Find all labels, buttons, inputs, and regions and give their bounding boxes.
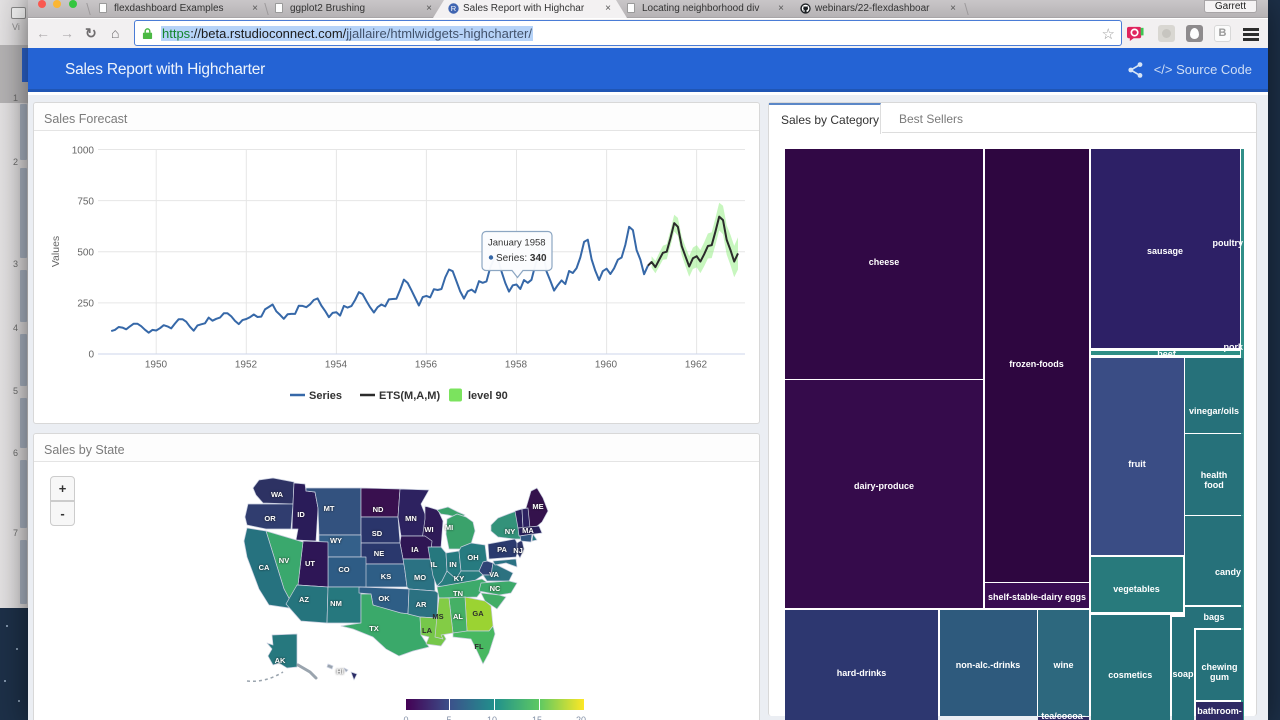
- svg-text:January 1958: January 1958: [488, 237, 546, 248]
- svg-text:IA: IA: [411, 545, 419, 554]
- svg-text:CO: CO: [338, 565, 349, 574]
- svg-text:WA: WA: [271, 490, 284, 499]
- svg-text:OH: OH: [467, 553, 478, 562]
- svg-text:NC: NC: [490, 584, 501, 593]
- svg-text:WY: WY: [330, 536, 342, 545]
- svg-text:Values: Values: [50, 235, 62, 266]
- svg-text:UT: UT: [305, 559, 315, 568]
- svg-text:AK: AK: [275, 656, 286, 665]
- svg-text:IN: IN: [449, 560, 457, 569]
- svg-text:1956: 1956: [415, 359, 438, 370]
- svg-text:Series: 340: Series: 340: [496, 253, 547, 264]
- svg-text:MO: MO: [414, 573, 426, 582]
- svg-text:CA: CA: [259, 563, 270, 572]
- svg-text:1960: 1960: [595, 359, 618, 370]
- svg-text:1950: 1950: [145, 359, 168, 370]
- svg-text:0: 0: [403, 715, 408, 720]
- svg-text:TX: TX: [369, 624, 379, 633]
- svg-text:LA: LA: [422, 626, 433, 635]
- svg-text:AL: AL: [453, 612, 463, 621]
- svg-text:NM: NM: [330, 599, 342, 608]
- svg-text:MN: MN: [405, 514, 417, 523]
- svg-text:20: 20: [576, 715, 586, 720]
- svg-text:NY: NY: [505, 527, 515, 536]
- svg-text:5: 5: [446, 715, 451, 720]
- svg-text:PA: PA: [497, 545, 507, 554]
- svg-text:Series: Series: [309, 390, 342, 402]
- svg-text:MT: MT: [324, 504, 335, 513]
- svg-text:1000: 1000: [72, 145, 95, 156]
- svg-text:AR: AR: [416, 600, 427, 609]
- svg-text:ND: ND: [373, 505, 384, 514]
- svg-text:15: 15: [532, 715, 542, 720]
- svg-text:WI: WI: [424, 525, 433, 534]
- svg-text:FL: FL: [474, 642, 484, 651]
- svg-text:NJ: NJ: [513, 546, 523, 555]
- svg-text:AZ: AZ: [299, 595, 309, 604]
- svg-text:1954: 1954: [325, 359, 348, 370]
- svg-text:500: 500: [77, 247, 94, 258]
- svg-text:MI: MI: [445, 523, 453, 532]
- svg-text:OK: OK: [378, 594, 390, 603]
- svg-text:GA: GA: [472, 609, 484, 618]
- svg-text:VA: VA: [489, 570, 499, 579]
- svg-text:1958: 1958: [505, 359, 528, 370]
- svg-text:MS: MS: [432, 612, 443, 621]
- svg-text:1952: 1952: [235, 359, 258, 370]
- svg-text:KS: KS: [381, 572, 391, 581]
- svg-text:SD: SD: [372, 529, 383, 538]
- svg-text:ETS(M,A,M): ETS(M,A,M): [379, 390, 440, 402]
- svg-text:ID: ID: [297, 510, 305, 519]
- svg-text:IL: IL: [431, 560, 438, 569]
- svg-text:R: R: [451, 4, 457, 13]
- svg-text:MA: MA: [522, 526, 534, 535]
- svg-text:TN: TN: [453, 589, 463, 598]
- svg-text:NE: NE: [374, 549, 384, 558]
- svg-text:750: 750: [77, 196, 94, 207]
- svg-text:level 90: level 90: [468, 390, 508, 402]
- svg-text:1962: 1962: [685, 359, 708, 370]
- svg-text:KY: KY: [454, 574, 464, 583]
- svg-text:0: 0: [88, 349, 94, 360]
- svg-text:10: 10: [487, 715, 497, 720]
- svg-text:HI: HI: [336, 667, 344, 676]
- svg-text:OR: OR: [264, 514, 276, 523]
- svg-text:NV: NV: [279, 556, 289, 565]
- svg-text:ME: ME: [532, 502, 543, 511]
- svg-text:250: 250: [77, 298, 94, 309]
